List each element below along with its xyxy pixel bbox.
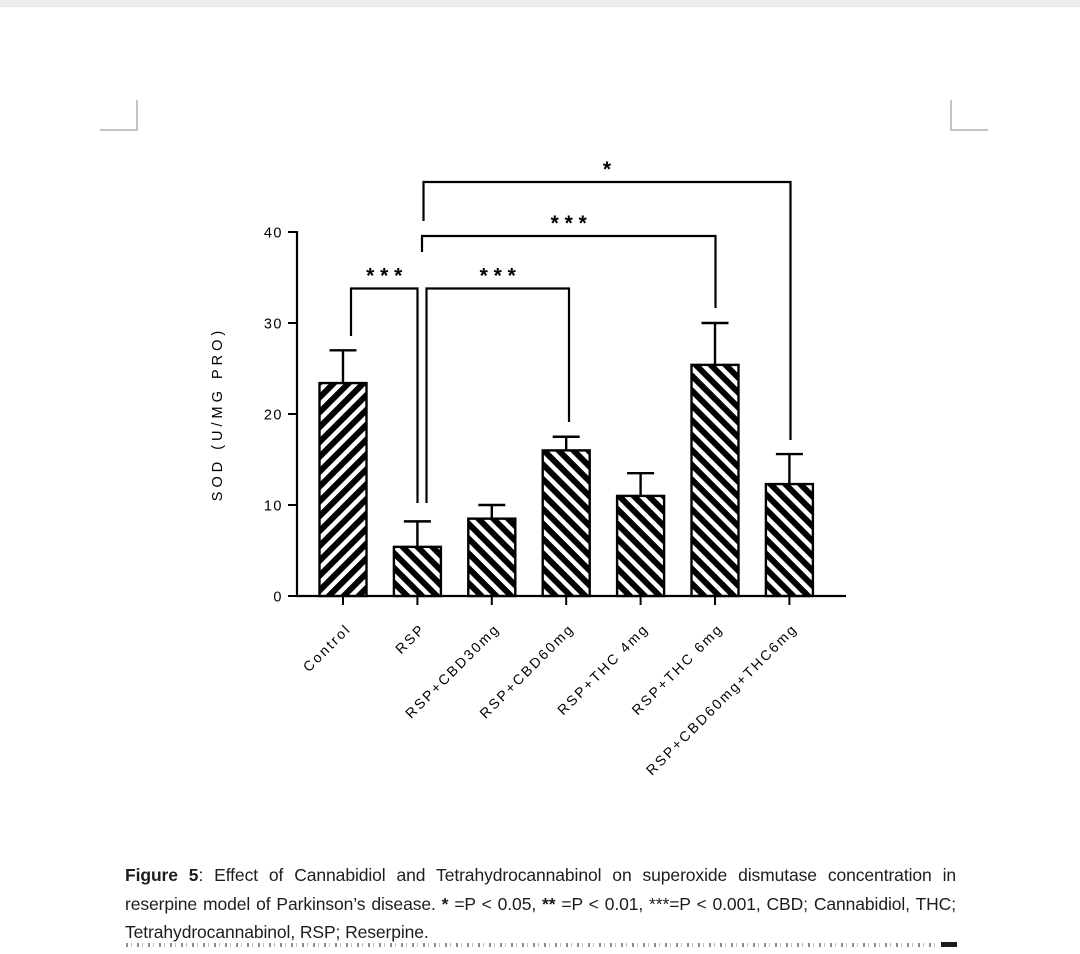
bar-RSP+THC 4mg	[615, 494, 666, 598]
caption-star-2: **	[542, 893, 556, 914]
page-margin-corner-right	[950, 100, 988, 131]
page-margin-corner-left	[100, 100, 138, 131]
significance-label-RSP-vs-RSP+CBD60mg: * * *	[480, 265, 517, 288]
bar-RSP+THC 6mg	[690, 363, 740, 598]
caption-star-1: *	[441, 893, 449, 914]
significance-bracket-RSP-vs-RSP+CBD60mg+THC6mg	[422, 180, 792, 440]
page-top-strip	[0, 0, 1080, 7]
clipped-next-text-line-end	[941, 942, 957, 947]
bar-RSP+CBD60mg	[541, 449, 591, 598]
figure-label: Figure 5	[125, 865, 199, 885]
caption-text-1: : Effect of Cannabidiol and Tetrahydroca…	[125, 865, 956, 914]
y-axis-title: SOD (U/MG PRO)	[210, 327, 226, 501]
bar-RSP+CBD30mg	[467, 517, 517, 598]
y-tick-label-40: 40	[264, 226, 283, 242]
y-tick-label-20: 20	[264, 408, 283, 424]
x-label-RSP: RSP	[392, 620, 429, 657]
significance-label-Control-vs-RSP: * * *	[366, 265, 403, 288]
bar-RSP+CBD60mg+THC6mg	[764, 482, 815, 598]
caption-text-2: =P < 0.05,	[448, 893, 543, 914]
significance-label-RSP-vs-RSP+THC 6mg: * * *	[551, 212, 588, 235]
x-label-RSP+CBD60mg+THC6mg: RSP+CBD60mg+THC6mg	[643, 620, 801, 778]
figure-caption: Figure 5: Effect of Cannabidiol and Tetr…	[125, 861, 956, 947]
bar-RSP	[392, 545, 443, 598]
y-tick-label-10: 10	[264, 499, 283, 515]
bar-Control	[318, 381, 368, 598]
y-tick-label-30: 30	[264, 317, 283, 333]
significance-bracket-RSP-vs-RSP+THC 6mg	[420, 234, 717, 308]
clipped-next-text-line	[126, 943, 938, 947]
y-tick-label-0: 0	[273, 590, 283, 606]
caption-text-3: =P < 0.01, ***=P < 0.001, CBD; Cannabidi…	[125, 893, 956, 943]
significance-bracket-RSP-vs-RSP+CBD60mg	[425, 287, 571, 503]
significance-label-RSP-vs-RSP+CBD60mg+THC6mg: *	[603, 158, 612, 181]
x-label-Control: Control	[300, 620, 355, 675]
significance-bracket-Control-vs-RSP	[349, 287, 419, 503]
